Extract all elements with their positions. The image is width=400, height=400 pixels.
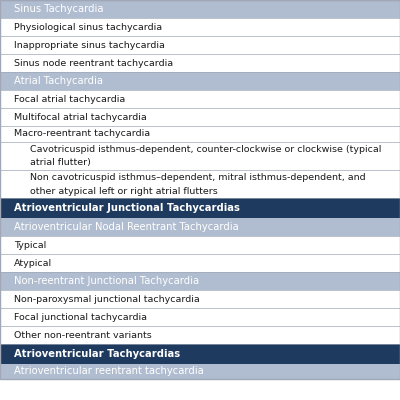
Bar (0, 142, 400, 170)
Bar (0, 108, 400, 126)
Text: Atrioventricular reentrant tachycardia: Atrioventricular reentrant tachycardia (14, 366, 204, 376)
Bar (0, 170, 400, 198)
Bar (0, 18, 400, 36)
Text: Non-reentrant Junctional Tachycardia: Non-reentrant Junctional Tachycardia (14, 276, 199, 286)
Bar (0, 0, 400, 18)
Text: Atrial Tachycardia: Atrial Tachycardia (14, 76, 103, 86)
Text: Cavotricuspid isthmus-dependent, counter-clockwise or clockwise (typical: Cavotricuspid isthmus-dependent, counter… (30, 144, 381, 154)
Text: atrial flutter): atrial flutter) (30, 158, 91, 168)
Text: Atrioventricular Junctional Tachycardias: Atrioventricular Junctional Tachycardias (14, 203, 240, 213)
Text: Non-paroxysmal junctional tachycardia: Non-paroxysmal junctional tachycardia (14, 294, 200, 304)
Bar (0, 308, 400, 326)
Text: Atrioventricular Tachycardias: Atrioventricular Tachycardias (14, 349, 180, 359)
Bar (0, 272, 400, 290)
Bar (0, 364, 400, 379)
Text: Typical: Typical (14, 240, 46, 250)
Bar (0, 72, 400, 90)
Text: Inappropriate sinus tachycardia: Inappropriate sinus tachycardia (14, 40, 165, 50)
Bar (0, 36, 400, 54)
Bar (0, 218, 400, 236)
Text: Physiological sinus tachycardia: Physiological sinus tachycardia (14, 22, 162, 32)
Bar (0, 254, 400, 272)
Text: Macro-reentrant tachycardia: Macro-reentrant tachycardia (14, 130, 150, 138)
Bar (0, 54, 400, 72)
Text: Sinus Tachycardia: Sinus Tachycardia (14, 4, 104, 14)
Text: Multifocal atrial tachycardia: Multifocal atrial tachycardia (14, 112, 147, 122)
Text: Other non-reentrant variants: Other non-reentrant variants (14, 330, 152, 340)
Bar (0, 290, 400, 308)
Text: Focal atrial tachycardia: Focal atrial tachycardia (14, 94, 125, 104)
Text: Atrioventricular Nodal Reentrant Tachycardia: Atrioventricular Nodal Reentrant Tachyca… (14, 222, 239, 232)
Bar (0, 236, 400, 254)
Bar (0, 326, 400, 344)
Bar (0, 198, 400, 218)
Bar (0, 344, 400, 364)
Text: Non cavotricuspid isthmus–dependent, mitral isthmus-dependent, and: Non cavotricuspid isthmus–dependent, mit… (30, 172, 366, 182)
Text: Atypical: Atypical (14, 258, 52, 268)
Bar (0, 126, 400, 142)
Text: other atypical left or right atrial flutters: other atypical left or right atrial flut… (30, 186, 218, 196)
Bar (0, 90, 400, 108)
Text: Focal junctional tachycardia: Focal junctional tachycardia (14, 312, 147, 322)
Text: Sinus node reentrant tachycardia: Sinus node reentrant tachycardia (14, 58, 173, 68)
